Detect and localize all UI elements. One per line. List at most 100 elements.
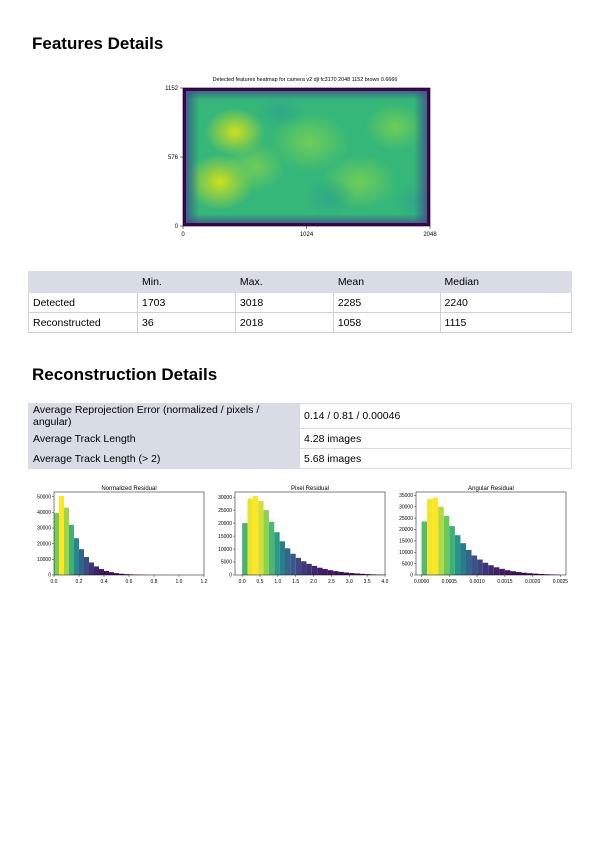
histogram-bar (119, 573, 124, 575)
histogram-title: Pixel Residual (291, 486, 329, 492)
table-row: Average Reprojection Error (normalized /… (28, 403, 572, 429)
y-tick-label: 25000 (218, 508, 232, 514)
histogram-bar (274, 532, 280, 575)
x-tick-label: 0.2 (76, 579, 83, 585)
histogram-bar (466, 549, 472, 575)
histogram-bar (79, 549, 84, 575)
histogram-bar (427, 498, 433, 575)
reconstruction-table: Average Reprojection Error (normalized /… (28, 403, 572, 469)
histogram-bar (64, 507, 69, 575)
x-tick-label: 4.0 (382, 579, 389, 585)
histogram-frame (234, 491, 386, 576)
histogram-bar (538, 573, 544, 575)
y-tick-label: 0 (229, 573, 232, 579)
histogram-bar (504, 570, 511, 575)
y-tick-label: 25000 (399, 516, 413, 522)
histogram-bar (333, 571, 339, 575)
heatmap-y-tick: 0 (175, 224, 179, 230)
column-header: Median (439, 271, 573, 293)
histogram-bar (521, 572, 528, 575)
heatmap-x-tick: 2048 (423, 232, 437, 238)
histogram-svg: Angular Residual 0.0000 0.0005 0.0010 0.0015… (399, 486, 568, 585)
histogram-bar (124, 574, 129, 575)
heatmap-y-tick: 1152 (165, 86, 179, 92)
heatmap-y-axis: 1152 576 0 (165, 86, 183, 230)
y-tick-label: 20000 (399, 527, 413, 533)
column-header (28, 271, 138, 293)
table-cell: 3018 (234, 292, 334, 313)
histogram-bar (549, 574, 555, 575)
x-tick-label: 0.4 (101, 579, 108, 585)
histogram-bar (349, 573, 355, 575)
histogram-bar (443, 515, 450, 575)
y-tick-label: 10000 (218, 547, 232, 553)
histogram-bar (499, 568, 505, 575)
histogram-bar (114, 573, 119, 575)
table-row: Detected 1703 3018 2285 2240 (28, 292, 573, 313)
histogram-frame (415, 491, 567, 576)
histogram-title: Angular Residual (468, 486, 514, 492)
table-row: Reconstructed 36 2018 1058 1115 (28, 312, 573, 333)
histogram-bar (454, 535, 461, 575)
histogram-bar (510, 571, 516, 575)
pixel-residual-histogram: Pixel Residual 0.0 0.5 1.0 1.5 2.0 2.5 3.0 3.5 4.… (208, 484, 390, 594)
heatmap-title: Detected features heatmap for camera v2 … (213, 77, 398, 83)
heatmap-x-axis: 0 1024 2048 (181, 226, 437, 238)
column-header: Max. (234, 271, 334, 293)
histogram-bar (301, 561, 307, 575)
table-cell: 2018 (234, 312, 334, 333)
row-label: Average Track Length (28, 428, 300, 449)
table-cell: 2285 (332, 292, 441, 313)
normalized-residual-histogram: Normalized Residual 0.0 0.2 0.4 0.6 0.8 1.0 1.2… (27, 484, 209, 594)
histogram-bar (99, 569, 104, 575)
histogram-bar (54, 513, 59, 575)
histogram-bar (268, 521, 275, 575)
x-tick-label: 0.0020 (525, 579, 541, 585)
x-tick-label: 3.0 (346, 579, 353, 585)
x-tick-label: 0.0010 (469, 579, 485, 585)
histogram-bar (306, 563, 312, 575)
y-tick-label: 35000 (399, 493, 413, 499)
x-tick-label: 1.5 (292, 579, 299, 585)
heatmap-x-tick: 0 (181, 232, 185, 238)
y-tick-label: 50000 (37, 494, 51, 500)
histogram-bar (295, 557, 302, 575)
x-tick-label: 0.0005 (442, 579, 458, 585)
histogram-bar (477, 559, 483, 575)
y-tick-label: 30000 (37, 526, 51, 532)
y-tick-label: 30000 (399, 504, 413, 510)
histogram-bar (343, 572, 350, 575)
table-row: Average Track Length 4.28 images (28, 428, 572, 449)
histogram-bar (290, 553, 296, 575)
heatmap-y-tick: 576 (168, 155, 179, 161)
table-cell: 5.68 images (299, 448, 572, 469)
angular-residual-histogram: Angular Residual 0.0000 0.0005 0.0010 0.0015… (389, 484, 571, 594)
histogram-bar (449, 526, 455, 575)
y-tick-label: 40000 (37, 510, 51, 516)
histogram-bar (516, 572, 522, 575)
histogram-bar (354, 573, 360, 575)
histogram-bar (527, 573, 533, 575)
histogram-bar (252, 495, 259, 575)
histogram-bar (543, 574, 550, 575)
column-header: Mean (332, 271, 441, 293)
y-tick-label: 5000 (402, 561, 413, 567)
histogram-bar (488, 565, 494, 575)
x-tick-label: 2.5 (328, 579, 335, 585)
histogram-bar (247, 498, 253, 575)
heatmap-x-tick: 1024 (300, 232, 314, 238)
histogram-bar (258, 501, 264, 575)
histogram-bar (104, 570, 109, 575)
table-cell: 0.14 / 0.81 / 0.00046 (299, 403, 572, 429)
histogram-svg: Normalized Residual 0.0 0.2 0.4 0.6 0.8 1.0 1.2… (37, 486, 208, 585)
y-tick-label: 20000 (37, 541, 51, 547)
histogram-bar (482, 562, 489, 575)
histogram-bar (263, 510, 269, 575)
histogram-bar (109, 572, 114, 575)
histogram-bar (89, 562, 94, 575)
histogram-bar (421, 521, 428, 575)
histogram-bar (327, 570, 334, 575)
y-tick-label: 15000 (218, 534, 232, 540)
features-heatmap-chart: Detected features heatmap for camera v2 … (160, 72, 450, 242)
x-tick-label: 0.0015 (497, 579, 513, 585)
